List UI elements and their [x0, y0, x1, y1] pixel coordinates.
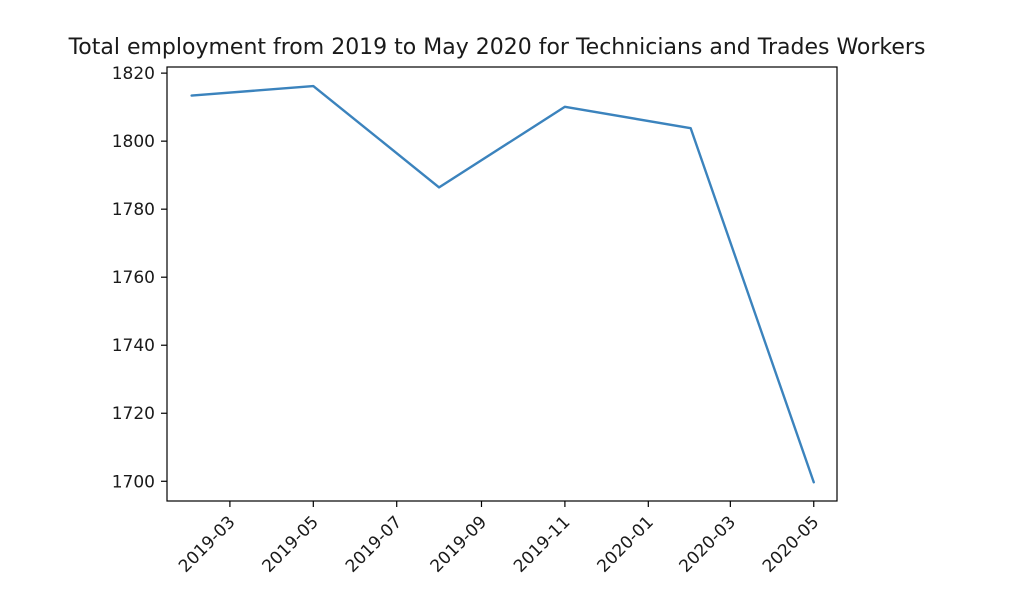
y-tick-label: 1740: [112, 336, 155, 356]
x-tick-label: 2019-03: [175, 512, 239, 576]
series-line: [190, 84, 815, 484]
x-tick-label: 2019-09: [427, 512, 491, 576]
x-tick-label: 2019-05: [258, 512, 322, 576]
x-tick-label: 2020-05: [759, 512, 823, 576]
y-tick-label: 1760: [112, 268, 155, 288]
y-tick-label: 1800: [112, 132, 155, 152]
y-tick-label: 1820: [112, 64, 155, 84]
x-tick-label: 2019-07: [342, 512, 406, 576]
axes-frame: [166, 66, 838, 502]
x-tick-label: 2019-11: [510, 512, 574, 576]
x-axis: 2019-03 2019-05 2019-07 2019-09 2019-11 2020-…: [175, 501, 823, 577]
chart-title: Total employment from 2019 to May 2020 f…: [68, 35, 926, 60]
x-tick-label: 2020-01: [593, 512, 657, 576]
y-tick-label: 1780: [112, 200, 155, 220]
x-tick-label: 2020-03: [676, 512, 740, 576]
y-axis: 1700 1720 1740 1760 1780 1800 1820: [112, 64, 167, 492]
plot-area: [190, 84, 815, 484]
y-tick-label: 1720: [112, 404, 155, 424]
y-tick-label: 1700: [112, 472, 155, 492]
